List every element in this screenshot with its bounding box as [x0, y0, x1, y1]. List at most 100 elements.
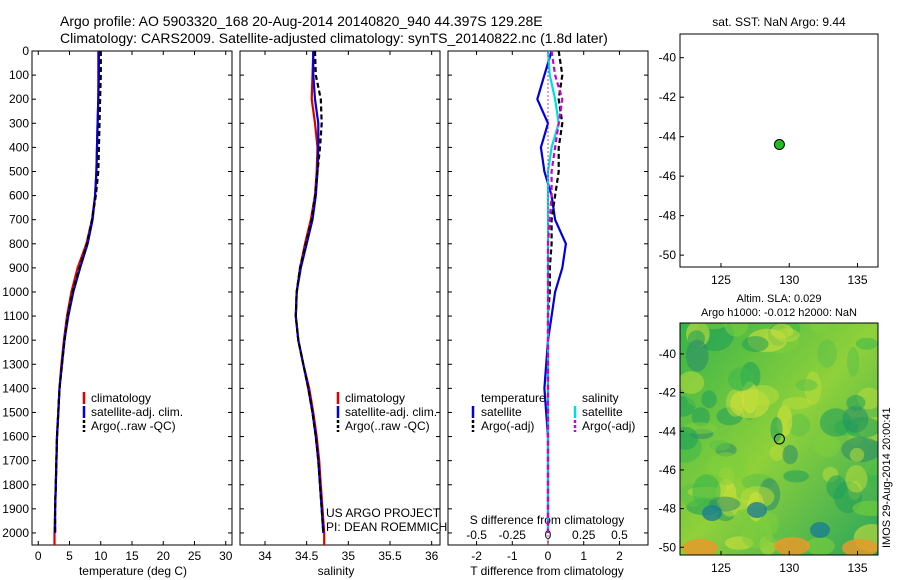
heatmap-cell: [685, 339, 709, 372]
sla-map-points: [773, 433, 785, 445]
difference-legend: temperature satellite Argo(-adj) salinit…: [471, 391, 635, 433]
heatmap-cell: [774, 537, 810, 555]
heatmap-cell: [701, 390, 717, 409]
imos-stamp: IMOS 29-Aug-2014 20:00:41: [881, 407, 893, 548]
temperature-series: [53, 51, 102, 545]
x-tick-label-top: 0.5: [611, 528, 628, 542]
heatmap-cell: [782, 397, 812, 410]
header-line1: Argo profile: AO 5903320_168 20-Aug-2014…: [60, 13, 543, 29]
depth-tick-label: 200: [9, 92, 29, 106]
temperature-plot-frame: [31, 50, 233, 546]
x-tick-label-top: -0.5: [466, 528, 487, 542]
x-tick-label: 135: [848, 273, 868, 287]
sla-map-frame: [679, 322, 879, 556]
heatmap-cell: [770, 417, 783, 442]
series-line-climatology: [53, 51, 100, 545]
heatmap-cell: [702, 505, 722, 521]
heatmap-cell: [742, 336, 769, 352]
y-tick-label: -48: [659, 209, 677, 223]
depth-tick-label: 1700: [2, 454, 29, 468]
heatmap-cell: [847, 346, 860, 377]
sst-map-title: sat. SST: NaN Argo: 9.44: [712, 15, 846, 29]
x-tick-label: 130: [779, 273, 799, 287]
x-tick-label: -1: [507, 549, 518, 563]
argo-position-marker: [773, 139, 785, 151]
x-tick-label: 30: [219, 549, 233, 563]
sla-heatmap-cells: [680, 323, 878, 555]
x-tick-label: -2: [471, 549, 482, 563]
depth-tick-label: 1500: [2, 405, 29, 419]
y-tick-label: -44: [659, 130, 677, 144]
header-line2: Climatology: CARS2009. Satellite-adjuste…: [60, 30, 608, 46]
heatmap-cell: [787, 413, 811, 437]
legend-label-argo: Argo(..raw -QC): [345, 419, 430, 433]
sst-map-axes: 125 130 135 -40 -42 -44 -46 -48 -50: [659, 51, 868, 287]
x-tick-label: 0: [35, 549, 42, 563]
x-tick-label: 35.5: [378, 549, 402, 563]
difference-xlabel: T difference from climatology: [470, 564, 624, 578]
sst-map-frame: [679, 33, 879, 268]
x-tick-label: 15: [125, 549, 139, 563]
heatmap-cell: [769, 445, 785, 461]
heatmap-cell: [817, 339, 837, 368]
legend-header-temperature: temperature: [481, 391, 546, 405]
legend-label-climatology: climatology: [345, 391, 405, 405]
credit-pi: PI: DEAN ROEMMICH: [326, 520, 447, 534]
credit-project: US ARGO PROJECT: [326, 506, 441, 520]
heatmap-cell: [697, 323, 728, 330]
heatmap-cell: [846, 395, 866, 411]
legend-label-t-argo: Argo(-adj): [481, 419, 534, 433]
series-line-argo-raw-qc-: [294, 50, 325, 534]
heatmap-cell: [852, 500, 878, 516]
temperature-legend: climatology satellite-adj. clim. Argo(..…: [82, 391, 183, 433]
series-line-satellite-adj-clim-: [53, 51, 101, 533]
heatmap-cell: [855, 337, 878, 350]
x-tick-label: 34: [258, 549, 272, 563]
difference-axis: -2 -1 0 1 2-0.5 -0.25 0 0.25 0.5: [448, 50, 648, 563]
legend-label-s-argo: Argo(-adj): [582, 419, 635, 433]
heatmap-cell: [723, 323, 749, 337]
depth-tick-label: 1000: [2, 285, 29, 299]
heatmap-cell: [819, 408, 852, 437]
heatmap-cell: [845, 465, 868, 493]
x-tick-label: 0: [545, 549, 552, 563]
heatmap-cell: [707, 452, 744, 486]
salinity-plot-frame: [239, 50, 441, 546]
sla-heatmap: [680, 323, 878, 555]
heatmap-cell: [782, 444, 798, 465]
salinity-series: [294, 50, 326, 545]
x-tick-label: 20: [157, 549, 171, 563]
salinity-legend: climatology satellite-adj. clim. Argo(..…: [336, 391, 437, 433]
heatmap-cell: [691, 407, 710, 427]
x-tick-label: 5: [66, 549, 73, 563]
heatmap-cell: [740, 517, 773, 549]
difference-series: [536, 50, 568, 533]
y-tick-label: -40: [659, 347, 677, 361]
y-tick-label: -42: [659, 90, 677, 104]
x-tick-label: 2: [616, 549, 623, 563]
depth-tick-label: 900: [9, 261, 29, 275]
heatmap-cell: [727, 367, 755, 392]
sla-map-subtitle: Argo h1000: -0.012 h2000: NaN: [701, 307, 857, 319]
heatmap-cell: [845, 417, 878, 438]
depth-tick-label: 600: [9, 189, 29, 203]
y-tick-label: -44: [659, 424, 677, 438]
depth-tick-label: 1800: [2, 478, 29, 492]
salinity-axis: 34 34.5 35 35.5 36: [240, 50, 440, 563]
x-tick-label-top: 0.25: [572, 528, 596, 542]
heatmap-cell: [709, 440, 730, 451]
depth-tick-label: 2000: [2, 526, 29, 540]
sla-map-title: Altim. SLA: 0.029: [737, 293, 822, 305]
heatmap-cell: [810, 522, 830, 538]
depth-tick-label: 1300: [2, 357, 29, 371]
heatmap-cell: [747, 502, 767, 518]
y-tick-label: -40: [659, 51, 677, 65]
sst-map-points: [773, 139, 785, 151]
depth-axis: 0 100 200 300 400 500 600 700 800 900 1000 1100 1200…: [2, 44, 29, 540]
series-line-satellite-adj-clim-: [294, 51, 325, 534]
x-tick-label: 35: [342, 549, 356, 563]
depth-tick-label: 800: [9, 237, 29, 251]
temperature-axis: 0 5 10 15 20 25 30: [32, 50, 233, 563]
heatmap-cell: [813, 433, 841, 458]
heatmap-cell: [864, 459, 878, 476]
